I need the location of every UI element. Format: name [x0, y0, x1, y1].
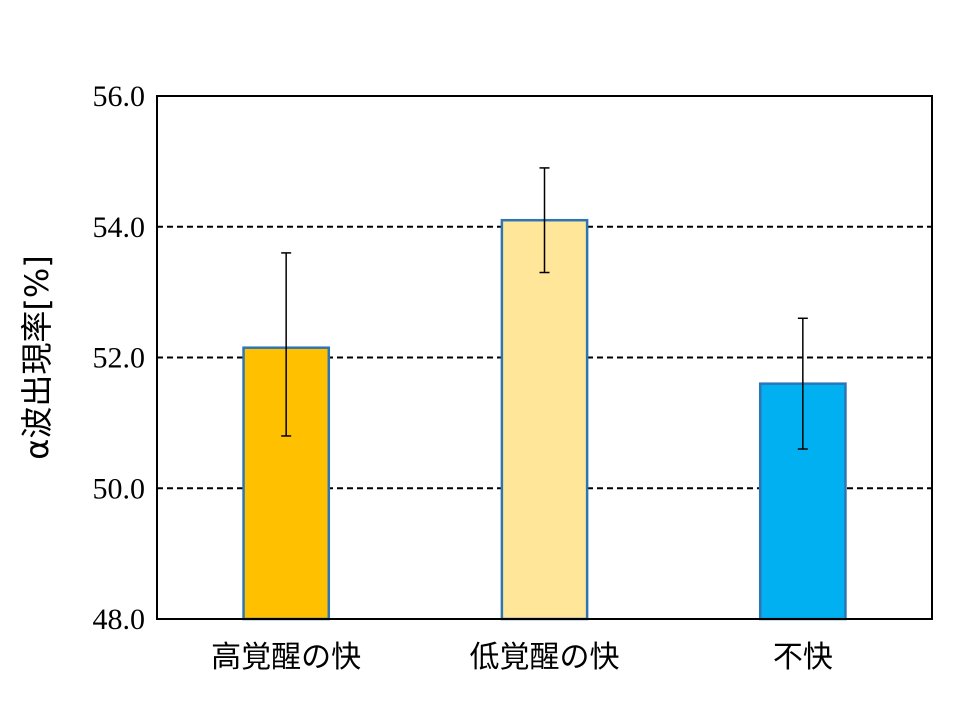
- y-tick-labels: 48.0 50.0 52.0 54.0 56.0: [93, 80, 146, 636]
- y-axis-title: α波出現率[%]: [18, 255, 56, 459]
- y-tick-label: 52.0: [93, 342, 146, 375]
- x-category-label: 高覚醒の快: [211, 640, 361, 675]
- category-labels: 高覚醒の快 低覚醒の快 不快: [211, 640, 833, 675]
- y-tick-label: 50.0: [93, 472, 146, 505]
- x-category-label: 不快: [773, 640, 833, 675]
- y-tick-label: 48.0: [93, 603, 146, 636]
- bars: [242, 218, 847, 621]
- y-tick-label: 54.0: [93, 211, 146, 244]
- y-tick-label: 56.0: [93, 80, 146, 113]
- error-bar: [797, 317, 808, 450]
- error-bars: [281, 167, 808, 450]
- x-category-label: 低覚醒の快: [470, 640, 620, 675]
- error-bar: [539, 167, 550, 274]
- bar: [500, 218, 589, 621]
- plot-frame: [156, 95, 933, 620]
- error-bar: [281, 252, 292, 437]
